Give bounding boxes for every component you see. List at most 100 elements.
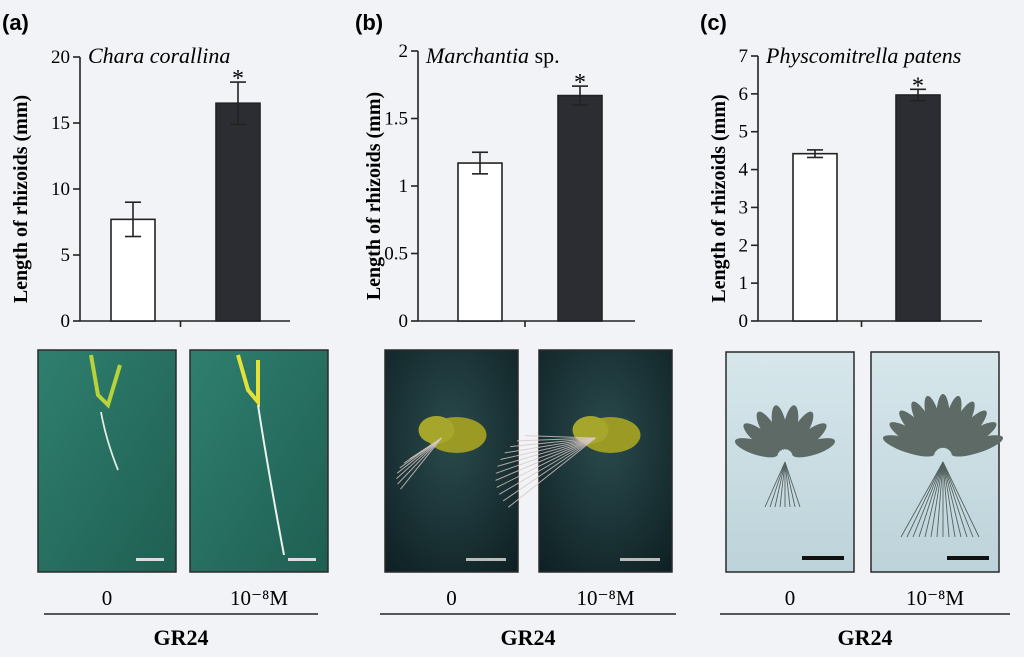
y-tick-label: 5 xyxy=(739,122,749,143)
rhizoid xyxy=(400,437,442,490)
photo-physcomitrella-treated xyxy=(870,351,1004,573)
scale-bar xyxy=(136,558,164,561)
rhizoid xyxy=(397,437,442,485)
rhizoid xyxy=(906,461,944,538)
rhizoid xyxy=(769,461,786,508)
leaf xyxy=(790,423,827,454)
thallus-lobe xyxy=(572,416,609,444)
panel-label: (c) xyxy=(700,10,727,35)
rhizoid xyxy=(900,461,944,538)
rhizoid xyxy=(784,461,796,508)
y-tick-label: 1 xyxy=(399,176,409,197)
group-label: GR24 xyxy=(154,625,209,650)
category-label: 0 xyxy=(785,586,796,610)
significance-star: * xyxy=(912,73,924,99)
bar xyxy=(557,94,603,322)
bar xyxy=(792,152,838,322)
rhizoid xyxy=(495,437,596,474)
y-tick-label: 2 xyxy=(739,235,749,256)
y-tick-label: 2 xyxy=(399,41,409,62)
leaf xyxy=(756,411,783,451)
rhizoid xyxy=(504,437,596,454)
photo-chara-treated xyxy=(189,349,329,573)
photo-marchantia-treated xyxy=(495,349,673,573)
plant-shoot xyxy=(89,354,122,409)
rhizoid xyxy=(502,437,596,502)
panel-label: (b) xyxy=(355,10,383,35)
y-axis-label: Length of rhizoids (mm) xyxy=(10,95,32,303)
photo-physcomitrella-control xyxy=(725,351,855,573)
leaf xyxy=(787,411,814,451)
category-label: 10⁻⁸M xyxy=(906,586,964,610)
rhizoid xyxy=(100,411,119,471)
chart-title: Chara corallina xyxy=(88,43,230,68)
leaf xyxy=(792,438,836,458)
rhizoid xyxy=(784,461,801,508)
category-label: 0 xyxy=(102,586,113,610)
category-label: 10⁻⁸M xyxy=(230,586,288,610)
rhizoid xyxy=(396,437,442,474)
y-tick-label: 0 xyxy=(61,311,71,332)
chart-title: Physcomitrella patens xyxy=(765,43,961,68)
y-tick-label: 4 xyxy=(739,160,749,181)
rhizoid xyxy=(930,461,944,538)
panel-2: (b) Marchantia sp. 0 0.5 1 1.5 2 Length of rhiz… xyxy=(355,10,676,650)
panel-3: (c) Physcomitrella patens 0 1 2 3 4 5 6 7 Length o… xyxy=(700,10,1010,650)
rhizoid xyxy=(507,437,596,508)
rhizoid xyxy=(779,461,786,508)
rhizoid xyxy=(774,461,786,508)
bar xyxy=(895,94,941,322)
rhizoid xyxy=(942,461,980,538)
y-tick-label: 1.5 xyxy=(384,109,408,130)
significance-star: * xyxy=(574,70,586,96)
rhizoid xyxy=(918,461,944,538)
rhizoid xyxy=(496,437,596,488)
scale-bar xyxy=(947,556,989,560)
bar xyxy=(215,102,261,322)
rhizoid xyxy=(396,437,442,479)
rhizoid xyxy=(524,435,596,439)
photo-chara-control xyxy=(37,349,177,573)
photo-frame xyxy=(870,351,1000,573)
leaf xyxy=(734,438,778,458)
leaf xyxy=(950,422,997,454)
leaf xyxy=(911,401,941,450)
leaf xyxy=(924,395,944,449)
y-axis-label: Length of rhizoids (mm) xyxy=(363,92,385,300)
significance-star: * xyxy=(232,66,244,92)
scale-bar xyxy=(466,558,506,561)
rhizoid xyxy=(495,437,596,481)
y-tick-label: 3 xyxy=(739,197,749,218)
rhizoid xyxy=(516,437,596,442)
photo-frame xyxy=(538,349,673,573)
panel-label: (a) xyxy=(2,10,29,35)
photo-marchantia-control xyxy=(384,349,519,573)
leaf xyxy=(882,435,935,457)
rhizoid xyxy=(257,404,285,556)
y-tick-label: 7 xyxy=(739,46,749,67)
photo-frame xyxy=(384,349,519,573)
y-tick-label: 15 xyxy=(51,113,70,134)
scale-bar xyxy=(288,558,316,561)
y-tick-label: 6 xyxy=(739,84,749,105)
group-label: GR24 xyxy=(501,625,556,650)
y-tick-label: 0 xyxy=(739,311,749,332)
y-tick-label: 0 xyxy=(399,311,409,332)
rhizoid xyxy=(497,437,596,467)
bar xyxy=(457,162,503,322)
rhizoid xyxy=(510,437,596,448)
y-tick-label: 0.5 xyxy=(384,244,408,265)
leaf xyxy=(951,435,1004,457)
rhizoid xyxy=(942,461,956,538)
group-label: GR24 xyxy=(838,625,893,650)
rhizoid xyxy=(924,461,944,538)
scale-bar xyxy=(802,556,844,560)
rhizoid xyxy=(942,461,968,538)
rhizoid xyxy=(936,461,944,538)
rhizoid xyxy=(942,461,962,538)
thallus-lobe xyxy=(418,416,455,444)
rhizoid xyxy=(764,461,786,508)
rhizoid xyxy=(942,461,950,538)
rhizoid xyxy=(500,437,596,460)
